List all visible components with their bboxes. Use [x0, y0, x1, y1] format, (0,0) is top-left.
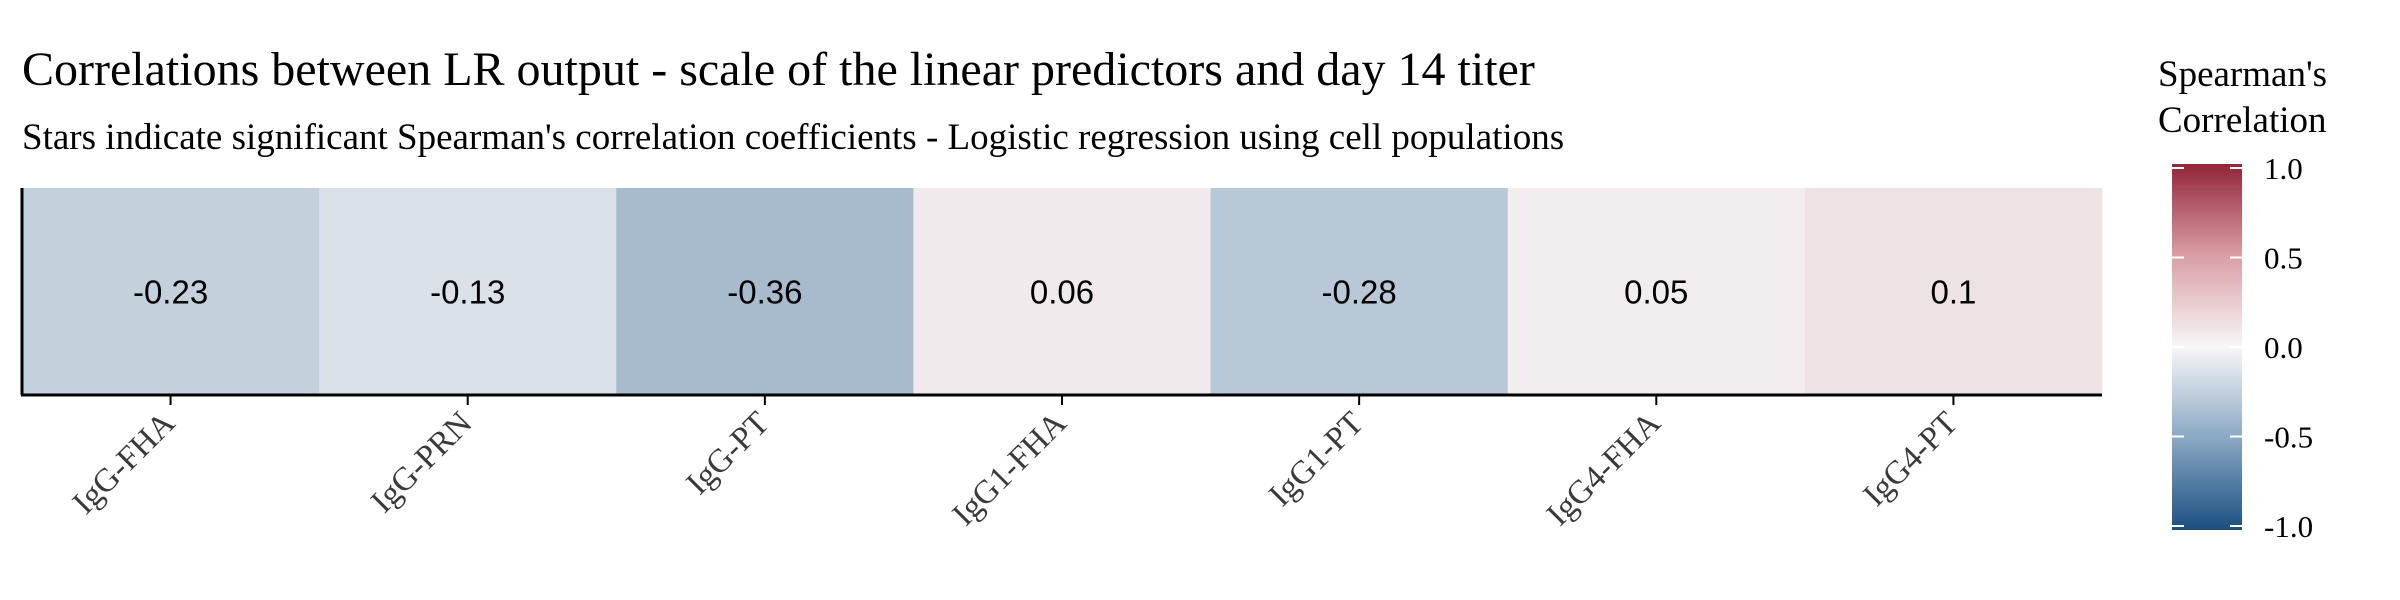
legend-tick-label: -0.5 [2264, 420, 2313, 455]
x-tick-label: IgG1-FHA [946, 405, 1074, 533]
legend-tick-label: 1.0 [2264, 151, 2303, 186]
heatmap-cell-igg1-pt [1210, 188, 1509, 395]
x-axis-ticks: IgG-FHA IgG-PRN IgG-PT IgG1-FHA IgG1-PT IgG4-… [66, 395, 1965, 533]
cell-value-label: 0.06 [1030, 274, 1094, 311]
x-tick-label: IgG1-PT [1262, 405, 1370, 513]
heatmap-cell-igg4-pt [1804, 188, 2103, 395]
heatmap-cell-labels: -0.23 -0.13 -0.36 0.06 -0.28 0.05 0.1 [133, 274, 1976, 311]
legend-title-line-1: Spearman's [2158, 54, 2328, 95]
legend-tick-label: -1.0 [2264, 509, 2313, 544]
x-tick-label: IgG4-FHA [1540, 405, 1668, 533]
legend-title: Spearman's Correlation [2158, 52, 2400, 144]
cell-value-label: -0.23 [133, 274, 208, 311]
x-tick-label: IgG-PRN [364, 405, 479, 520]
heatmap-cell-igg-fha [22, 188, 320, 395]
legend-tick-label: 0.0 [2264, 330, 2303, 365]
chart-title: Correlations between LR output - scale o… [22, 43, 1535, 96]
heatmap-cell-igg4-fha [1507, 188, 1806, 395]
heatmap-cell-igg-pt [616, 188, 914, 395]
x-tick-label: IgG-FHA [66, 405, 182, 521]
legend-title-line-2: Correlation [2158, 100, 2327, 141]
cell-value-label: 0.1 [1930, 274, 1976, 311]
cell-value-label: -0.13 [430, 274, 505, 311]
chart-subtitle: Stars indicate significant Spearman's co… [22, 117, 1565, 158]
cell-value-label: -0.36 [727, 274, 802, 311]
heatmap-cells [22, 188, 2103, 395]
legend-tick-label: 0.5 [2264, 241, 2303, 276]
legend-ticks: 1.0 0.5 0.0 -0.5 -1.0 [2172, 151, 2313, 544]
heatmap-cell-igg-prn [319, 188, 617, 395]
cell-value-label: -0.28 [1322, 274, 1397, 311]
x-tick-label: IgG-PT [680, 405, 777, 502]
cell-value-label: 0.05 [1624, 274, 1688, 311]
heatmap-cell-igg1-fha [913, 188, 1212, 395]
x-tick-label: IgG4-PT [1857, 405, 1965, 513]
